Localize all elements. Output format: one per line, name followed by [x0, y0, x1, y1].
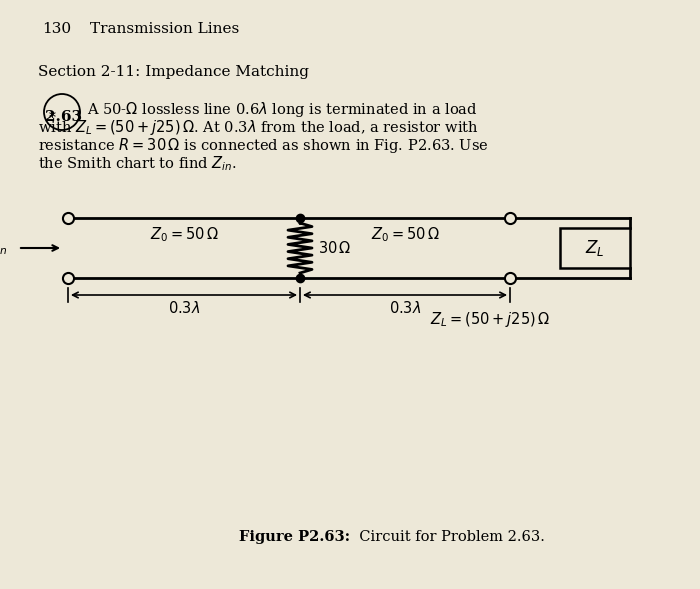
Text: Section 2-11: Impedance Matching: Section 2-11: Impedance Matching [38, 65, 309, 79]
Text: $Z_0 = 50\,\Omega$: $Z_0 = 50\,\Omega$ [370, 226, 440, 244]
Text: A 50-$\Omega$ lossless line 0.6$\lambda$ long is terminated in a load: A 50-$\Omega$ lossless line 0.6$\lambda$… [87, 100, 477, 119]
Text: Figure P2.63:: Figure P2.63: [239, 530, 350, 544]
Text: $30\,\Omega$: $30\,\Omega$ [318, 240, 351, 256]
Text: Transmission Lines: Transmission Lines [90, 22, 239, 36]
Text: $Z_L$: $Z_L$ [585, 238, 605, 258]
Bar [560, 228, 630, 268]
Text: $Z_{in}$: $Z_{in}$ [0, 239, 8, 257]
Text: $0.3\lambda$: $0.3\lambda$ [389, 300, 421, 316]
Text: resistance $R = 30\,\Omega$ is connected as shown in Fig. P2.63. Use: resistance $R = 30\,\Omega$ is connected… [38, 136, 489, 155]
Text: *: * [48, 111, 55, 125]
Text: $Z_0 = 50\,\Omega$: $Z_0 = 50\,\Omega$ [150, 226, 218, 244]
Text: $0.3\lambda$: $0.3\lambda$ [168, 300, 200, 316]
Text: 130: 130 [42, 22, 71, 36]
Text: 2.63: 2.63 [46, 110, 83, 124]
Text: $Z_L = (50 + j25)\,\Omega$: $Z_L = (50 + j25)\,\Omega$ [430, 310, 550, 329]
Text: Circuit for Problem 2.63.: Circuit for Problem 2.63. [350, 530, 545, 544]
Text: the Smith chart to find $Z_{in}$.: the Smith chart to find $Z_{in}$. [38, 154, 237, 173]
Text: with $Z_L = (50 + j25)\,\Omega$. At 0.3$\lambda$ from the load, a resistor with: with $Z_L = (50 + j25)\,\Omega$. At 0.3$… [38, 118, 479, 137]
